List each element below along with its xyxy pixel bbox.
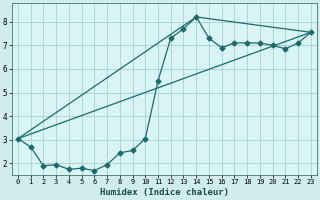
X-axis label: Humidex (Indice chaleur): Humidex (Indice chaleur): [100, 188, 229, 197]
